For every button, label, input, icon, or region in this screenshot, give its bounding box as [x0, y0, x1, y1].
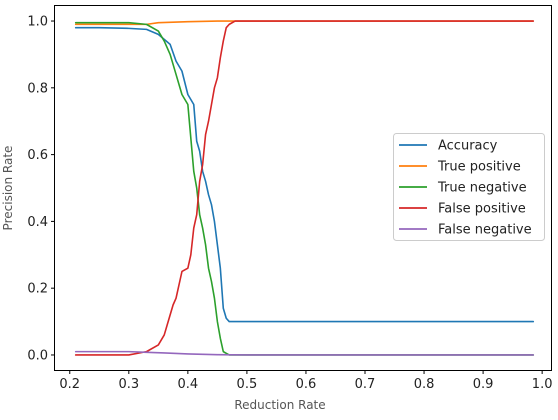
- legend-item-true-positive: True positive: [399, 160, 521, 175]
- x-tick-label: 0.2: [59, 377, 80, 392]
- x-tick-label: 0.3: [118, 377, 139, 392]
- legend-label: Accuracy: [438, 139, 498, 154]
- x-axis-label: Reduction Rate: [234, 398, 325, 412]
- x-tick-label: 0.5: [237, 377, 258, 392]
- legend-items: Accuracy True positive True negative False …: [399, 139, 532, 238]
- legend-item-true-negative: True negative: [399, 181, 527, 196]
- x-tick-label: 0.6: [296, 377, 317, 392]
- legend-item-false-positive: False positive: [399, 202, 526, 217]
- plot-lines: [74, 20, 535, 356]
- x-tick-label: 0.8: [414, 377, 435, 392]
- x-tick-label: 0.4: [178, 377, 199, 392]
- legend: Accuracy True positive True negative False …: [393, 133, 545, 241]
- y-axis-ticks: 0.0 0.2 0.4 0.6 0.8 1.0: [27, 15, 55, 363]
- legend-label: True positive: [437, 160, 521, 175]
- series-line-accuracy: [74, 26, 535, 323]
- legend-label: False negative: [438, 223, 532, 238]
- legend-item-accuracy: Accuracy: [399, 139, 498, 154]
- y-axis-label: Precision Rate: [1, 146, 15, 231]
- x-tick-label: 0.7: [355, 377, 376, 392]
- legend-label: True negative: [437, 181, 527, 196]
- x-axis-ticks: 0.2 0.3 0.4 0.5 0.6 0.7 0.8 0.9 1.0: [59, 370, 552, 392]
- series-line-false-positive: [74, 20, 535, 356]
- y-tick-label: 0.8: [27, 81, 48, 96]
- x-tick-label: 0.9: [473, 377, 494, 392]
- y-tick-label: 0.6: [27, 148, 48, 163]
- plot-frame: [54, 5, 552, 371]
- legend-label: False positive: [438, 202, 526, 217]
- legend-frame: [393, 133, 545, 241]
- x-tick-label: 1.0: [532, 377, 553, 392]
- y-tick-label: 0.4: [27, 215, 48, 230]
- y-tick-label: 0.0: [27, 348, 48, 363]
- y-tick-label: 0.2: [27, 282, 48, 297]
- series-line-false-negative: [74, 350, 535, 356]
- y-tick-label: 1.0: [27, 15, 48, 30]
- legend-item-false-negative: False negative: [399, 223, 532, 238]
